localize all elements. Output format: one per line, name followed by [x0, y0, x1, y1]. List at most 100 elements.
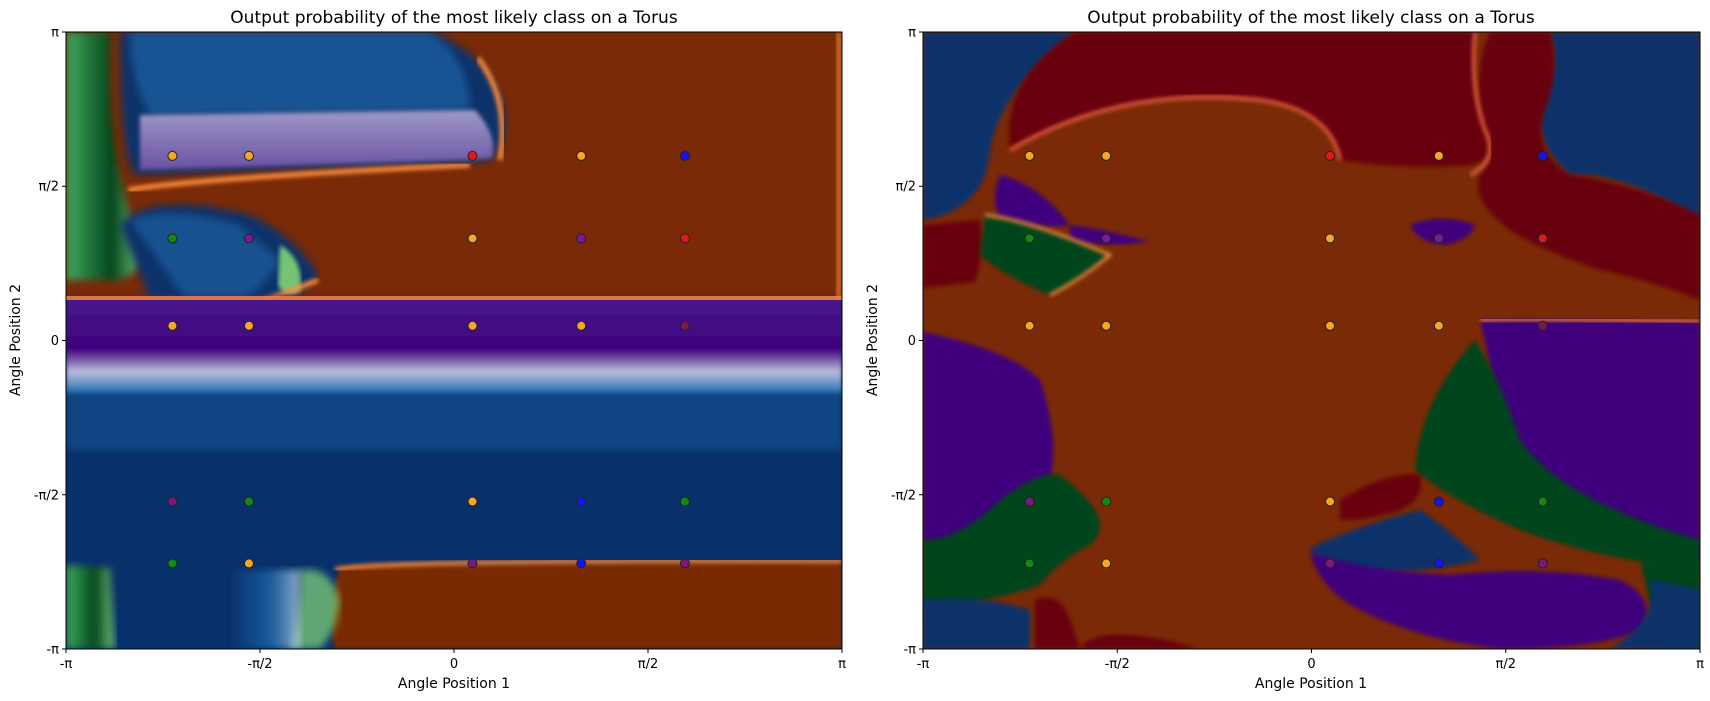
right-y-tick-label: -π: [903, 643, 916, 658]
right-data-point: [1024, 233, 1035, 244]
left-region-green-bottom: [66, 565, 115, 649]
right-x-tick-label: -π/2: [1105, 657, 1130, 672]
left-data-point: [576, 233, 587, 244]
right-data-point: [1537, 320, 1548, 331]
right-data-point: [1537, 558, 1548, 569]
left-data-point: [576, 320, 587, 331]
right-data-point: [1024, 558, 1035, 569]
left-chart-title: Output probability of the most likely cl…: [230, 8, 678, 28]
right-chart-title: Output probability of the most likely cl…: [1087, 8, 1535, 28]
right-data-point: [1101, 320, 1112, 331]
right-chart: Output probability of the most likely cl…: [865, 8, 1704, 692]
right-x-tick-label: -π: [917, 657, 930, 672]
right-data-point: [1537, 496, 1548, 507]
right-data-point: [1325, 496, 1336, 507]
right-data-point: [1433, 150, 1444, 161]
right-data-point: [1024, 150, 1035, 161]
right-region-red-left: [923, 220, 982, 288]
right-points: [1024, 150, 1548, 569]
right-data-point: [1101, 496, 1112, 507]
left-region-green-left: [66, 32, 143, 280]
left-y-tick-label: -π: [46, 643, 59, 658]
right-region-green-lowerleft: [923, 474, 1100, 610]
right-data-point: [1433, 233, 1444, 244]
left-data-point: [243, 320, 254, 331]
left-y-tick-label: -π/2: [34, 488, 59, 503]
right-x-axis-label: Angle Position 1: [1255, 676, 1367, 692]
left-x-axis-label: Angle Position 1: [398, 676, 510, 692]
left-data-point: [167, 150, 178, 161]
left-region-purple-upper: [140, 110, 494, 170]
left-x-tick-label: -π: [60, 657, 73, 672]
right-y-tick-label: π/2: [896, 180, 916, 195]
right-region-red-topright: [1390, 32, 1700, 300]
left-data-point: [243, 233, 254, 244]
right-data-point: [1325, 320, 1336, 331]
right-y-tick-label: 0: [908, 334, 916, 349]
left-data-point: [679, 558, 690, 569]
right-data-point: [1433, 320, 1444, 331]
right-data-point: [1325, 233, 1336, 244]
left-data-point: [679, 320, 690, 331]
right-x-tick-label: π: [1696, 657, 1704, 672]
right-region-red-top: [1008, 32, 1490, 167]
left-data-point: [467, 150, 478, 161]
left-x-tick-label: π/2: [638, 657, 658, 672]
right-region-blue-topright: [1540, 32, 1700, 220]
right-x-tick-label: 0: [1307, 657, 1315, 672]
left-data-point: [243, 496, 254, 507]
left-region-purple-band: [66, 296, 842, 393]
right-x-tick-label: π/2: [1496, 657, 1516, 672]
right-region-purple-right: [1480, 319, 1700, 560]
right-region-purple-bottom: [1310, 552, 1647, 649]
left-data-point: [679, 150, 690, 161]
right-region-blue-lower: [1310, 510, 1480, 572]
left-data-point: [576, 496, 587, 507]
left-ticks: -π -π/2 0 π/2 π -π -π/2 0 π/2 π: [34, 26, 846, 673]
left-data-point: [167, 496, 178, 507]
right-data-point: [1537, 150, 1548, 161]
left-data-point: [467, 496, 478, 507]
right-data-point: [1101, 150, 1112, 161]
left-points: [167, 150, 690, 569]
right-y-tick-label: -π/2: [891, 488, 916, 503]
right-data-point: [1325, 558, 1336, 569]
right-y-tick-label: π: [908, 26, 916, 41]
right-ticks: -π -π/2 0 π/2 π -π -π/2 0 π/2 π: [891, 26, 1704, 673]
right-y-axis-label: Angle Position 2: [865, 284, 881, 396]
left-data-point: [167, 233, 178, 244]
left-data-point: [243, 558, 254, 569]
right-data-point: [1325, 150, 1336, 161]
right-region-blue-topleft: [923, 32, 1075, 220]
left-data-point: [576, 558, 587, 569]
right-data-point: [1433, 496, 1444, 507]
left-data-point: [679, 233, 690, 244]
right-region-green-right: [1415, 340, 1700, 570]
left-data-point: [243, 150, 254, 161]
left-data-point: [167, 558, 178, 569]
left-region-orange-bottom: [331, 562, 842, 649]
right-data-point: [1101, 558, 1112, 569]
left-y-tick-label: π/2: [39, 180, 59, 195]
right-region-red-lower: [1340, 474, 1421, 520]
left-chart: Output probability of the most likely cl…: [8, 8, 846, 692]
left-y-axis-label: Angle Position 2: [8, 284, 24, 396]
left-data-point: [467, 558, 478, 569]
left-x-tick-label: 0: [450, 657, 458, 672]
right-data-point: [1433, 558, 1444, 569]
left-heatmap: [66, 32, 842, 649]
right-data-point: [1024, 320, 1035, 331]
right-region-purple-left: [995, 175, 1070, 227]
left-data-point: [576, 150, 587, 161]
right-region-green-left: [980, 215, 1110, 295]
left-data-point: [679, 496, 690, 507]
left-data-point: [467, 233, 478, 244]
right-data-point: [1024, 496, 1035, 507]
left-data-point: [167, 320, 178, 331]
left-x-tick-label: -π/2: [247, 657, 272, 672]
right-data-point: [1537, 233, 1548, 244]
left-y-tick-label: π: [51, 26, 59, 41]
left-data-point: [467, 320, 478, 331]
right-heatmap: [923, 32, 1700, 649]
